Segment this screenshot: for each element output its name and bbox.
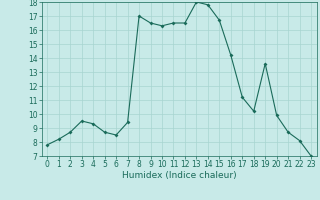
X-axis label: Humidex (Indice chaleur): Humidex (Indice chaleur)	[122, 171, 236, 180]
